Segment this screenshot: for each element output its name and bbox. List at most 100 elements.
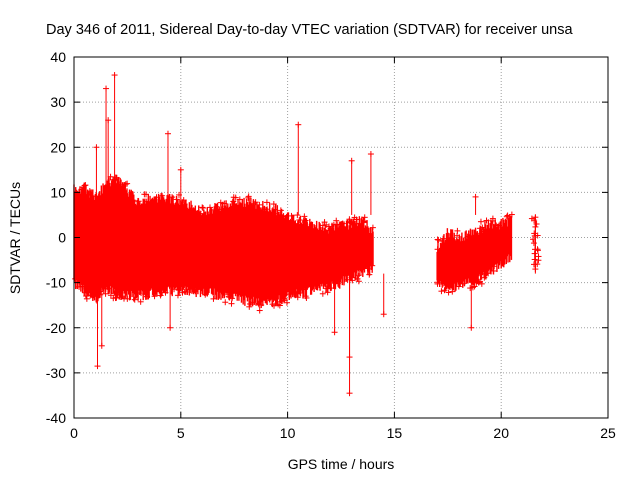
- data-point: [327, 285, 334, 292]
- data-point: [195, 208, 202, 215]
- data-point: [348, 157, 355, 164]
- data-point: [297, 290, 304, 297]
- data-point: [299, 286, 306, 293]
- data-point: [80, 184, 87, 191]
- data-point: [434, 236, 441, 243]
- data-point: [143, 191, 150, 198]
- data-point: [105, 285, 112, 292]
- x-tick-label: 20: [493, 425, 509, 441]
- data-point: [217, 199, 224, 206]
- data-point: [480, 228, 487, 235]
- data-point: [369, 262, 376, 269]
- data-point: [455, 283, 462, 290]
- data-point: [152, 287, 159, 294]
- data-point: [333, 217, 340, 224]
- data-point: [200, 204, 207, 211]
- data-point: [275, 301, 282, 308]
- data-point: [491, 263, 498, 270]
- y-tick-label: -20: [46, 320, 66, 336]
- data-point: [360, 219, 367, 226]
- data-point: [203, 283, 210, 290]
- data-point: [361, 214, 368, 221]
- data-point: [531, 232, 538, 239]
- data-point: [339, 220, 346, 227]
- y-tick-label: 20: [50, 139, 66, 155]
- data-point: [313, 280, 320, 287]
- data-point: [82, 192, 89, 199]
- data-point: [351, 214, 358, 221]
- data-point: [492, 221, 499, 228]
- data-point: [324, 285, 331, 292]
- data-point: [434, 246, 441, 253]
- data-point: [115, 181, 122, 188]
- data-point: [107, 292, 114, 299]
- data-point: [173, 196, 180, 203]
- data-point: [341, 271, 348, 278]
- data-point: [306, 223, 313, 230]
- data-point: [151, 293, 158, 300]
- data-point: [111, 290, 118, 297]
- data-point: [98, 342, 105, 349]
- data-point: [222, 299, 229, 306]
- data-point: [135, 198, 142, 205]
- data-point: [283, 299, 290, 306]
- data-point: [264, 206, 271, 213]
- data-point: [475, 279, 482, 286]
- data-point: [287, 218, 294, 225]
- data-point: [319, 222, 326, 229]
- data-point: [210, 295, 217, 302]
- data-point: [181, 288, 188, 295]
- data-point: [199, 204, 206, 211]
- data-point: [478, 280, 485, 287]
- data-point: [531, 250, 538, 257]
- data-point: [290, 289, 297, 296]
- data-point: [230, 194, 237, 201]
- data-point: [153, 194, 160, 201]
- data-point: [269, 301, 276, 308]
- data-point: [175, 287, 182, 294]
- data-point: [325, 227, 332, 234]
- data-point: [483, 265, 490, 272]
- data-point: [438, 288, 445, 295]
- data-point: [86, 188, 93, 195]
- data-point: [177, 166, 184, 173]
- data-point: [256, 307, 263, 314]
- x-tick-label: 0: [70, 425, 78, 441]
- data-point: [162, 289, 169, 296]
- data-point: [331, 329, 338, 336]
- data-point: [246, 303, 253, 310]
- data-point: [244, 291, 251, 298]
- data-point: [138, 290, 145, 297]
- data-point: [490, 267, 497, 274]
- y-tick-label: -40: [46, 410, 66, 426]
- data-point: [198, 285, 205, 292]
- data-point: [105, 117, 112, 124]
- data-point: [114, 291, 121, 298]
- data-point: [288, 212, 295, 219]
- y-axis-label: SDTVAR / TECUs: [7, 182, 23, 294]
- y-tick-label: 40: [50, 49, 66, 65]
- data-point: [489, 217, 496, 224]
- data-point: [322, 230, 329, 237]
- data-point: [75, 276, 82, 283]
- data-point: [236, 196, 243, 203]
- x-tick-label: 5: [177, 425, 185, 441]
- data-point: [134, 204, 141, 211]
- data-point: [278, 213, 285, 220]
- data-point: [366, 271, 373, 278]
- data-point: [102, 290, 109, 297]
- data-point: [130, 197, 137, 204]
- data-point: [221, 200, 228, 207]
- data-point: [159, 192, 166, 199]
- y-tick-label: -10: [46, 275, 66, 291]
- data-point: [263, 199, 270, 206]
- data-point: [330, 227, 337, 234]
- x-tick-label: 10: [280, 425, 296, 441]
- data-point: [184, 207, 191, 214]
- x-axis-label: GPS time / hours: [288, 456, 395, 472]
- data-point: [103, 85, 110, 92]
- data-point: [533, 221, 540, 228]
- data-point: [83, 295, 90, 302]
- data-point: [137, 298, 144, 305]
- data-point: [496, 222, 503, 229]
